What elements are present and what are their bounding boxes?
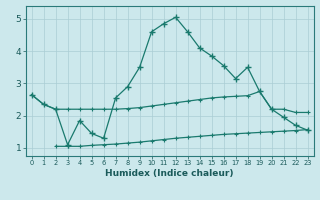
X-axis label: Humidex (Indice chaleur): Humidex (Indice chaleur): [105, 169, 234, 178]
